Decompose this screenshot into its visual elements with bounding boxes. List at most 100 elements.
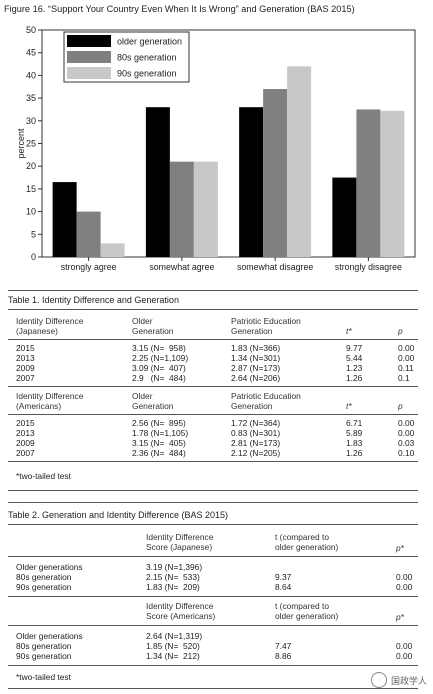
table1-year: 2013 (16, 428, 35, 438)
table1-patriotic: 2.87 (N=173) (231, 363, 280, 373)
wechat-icon (371, 672, 387, 688)
table1-t: 5.44 (346, 353, 362, 363)
table1-t: 1.83 (346, 438, 362, 448)
bar-chart: 05101520253035404550percentstrongly agre… (0, 0, 433, 285)
y-tick-label: 25 (26, 139, 36, 149)
x-tick-label: strongly agree (61, 262, 117, 272)
table2-p: 0.00 (396, 582, 412, 592)
table1-patriotic: 1.34 (N=301) (231, 353, 280, 363)
table2-p-header: p* (396, 543, 404, 553)
table-rule (8, 490, 418, 491)
table2-title: Table 2. Generation and Identity Differe… (8, 510, 228, 520)
bar (287, 66, 311, 257)
table-rule (8, 596, 418, 597)
table2-score: 1.34 (N= 212) (146, 651, 200, 661)
table2-label: Older generations (16, 562, 83, 572)
table1-p: 0.10 (398, 448, 414, 458)
table2-score: 1.85 (N= 520) (146, 641, 200, 651)
table1-patriotic: 2.64 (N=206) (231, 373, 280, 383)
table1-older: 3.15 (N= 405) (132, 438, 186, 448)
table2-col3-header: t (compared to older generation) (275, 601, 338, 621)
table1-col1-header: Identity Difference (Americans) (16, 391, 83, 411)
legend-swatch (67, 35, 111, 47)
table1-p: 0.00 (398, 418, 414, 428)
bar (194, 162, 218, 257)
table2-label: 80s generation (16, 641, 71, 651)
table1-t: 9.77 (346, 343, 362, 353)
x-tick-label: somewhat agree (149, 262, 214, 272)
table-rule (8, 461, 418, 462)
table1-t: 5.89 (346, 428, 362, 438)
table-rule (8, 339, 418, 340)
bar (53, 182, 77, 257)
legend-label: 80s generation (117, 53, 177, 63)
table2-p: 0.00 (396, 651, 412, 661)
table1-year: 2013 (16, 353, 35, 363)
table1-t: 6.71 (346, 418, 362, 428)
y-tick-label: 45 (26, 48, 36, 58)
table1-patriotic: 2.12 (N=205) (231, 448, 280, 458)
table1-t: 1.23 (346, 363, 362, 373)
table2-t: 9.37 (275, 572, 291, 582)
table1-p: 0.1 (398, 373, 410, 383)
table1-year: 2015 (16, 418, 35, 428)
table2-p: 0.00 (396, 641, 412, 651)
table2-col2-header: Identity Difference Score (Americans) (146, 601, 215, 621)
bar (146, 107, 170, 257)
table-rule (8, 290, 418, 291)
table1-year: 2009 (16, 438, 35, 448)
table2-score: 1.83 (N= 209) (146, 582, 200, 592)
x-tick-label: somewhat disagree (237, 262, 313, 272)
table-rule (8, 524, 418, 525)
table1-older: 3.09 (N= 407) (132, 363, 186, 373)
y-axis-label: percent (16, 128, 26, 159)
table2-label: 90s generation (16, 582, 71, 592)
table2-col2-header: Identity Difference Score (Japanese) (146, 532, 213, 552)
bar (239, 107, 263, 257)
bar (332, 178, 356, 257)
table-rule (8, 502, 418, 503)
y-tick-label: 20 (26, 161, 36, 171)
legend-swatch (67, 51, 111, 63)
table1-col2-header: Older Generation (132, 316, 173, 336)
table1-patriotic: 1.83 (N=366) (231, 343, 280, 353)
table-rule (8, 688, 418, 689)
table1-note: *two-tailed test (16, 471, 71, 481)
table2-score: 2.64 (N=1,319) (146, 631, 202, 641)
table1-t: 1.26 (346, 373, 362, 383)
table2-label: Older generations (16, 631, 83, 641)
table1-older: 2.36 (N= 484) (132, 448, 186, 458)
bar (170, 162, 194, 257)
table1-older: 1.78 (N=1,105) (132, 428, 188, 438)
bar (356, 109, 380, 257)
table2-t: 7.47 (275, 641, 291, 651)
table1-t-header: t* (346, 401, 352, 411)
table1-col2-header: Older Generation (132, 391, 173, 411)
bar (77, 212, 101, 257)
y-tick-label: 50 (26, 25, 36, 35)
watermark-text: 国政学人 (391, 674, 427, 687)
table2-label: 80s generation (16, 572, 71, 582)
y-tick-label: 35 (26, 93, 36, 103)
bar (380, 111, 404, 257)
table1-t-header: t* (346, 326, 352, 336)
table1-older: 3.15 (N= 958) (132, 343, 186, 353)
table1-year: 2007 (16, 373, 35, 383)
table1-patriotic: 2.81 (N=173) (231, 438, 280, 448)
table-rule (8, 414, 418, 415)
watermark: 国政学人 (371, 672, 427, 688)
table2-t: 8.86 (275, 651, 291, 661)
table1-p: 0.11 (398, 363, 414, 373)
table2-t: 8.64 (275, 582, 291, 592)
table1-col3-header: Patriotic Education Generation (231, 316, 301, 336)
table-rule (8, 386, 418, 387)
legend-label: older generation (117, 37, 182, 47)
table1-older: 2.25 (N=1,109) (132, 353, 188, 363)
table1-col3-header: Patriotic Education Generation (231, 391, 301, 411)
table-rule (8, 309, 418, 310)
table1-older: 2.9 (N= 484) (132, 373, 186, 383)
table1-p: 0.00 (398, 353, 414, 363)
table1-p: 0.00 (398, 343, 414, 353)
table2-note: *two-tailed test (16, 672, 71, 682)
table-rule (8, 665, 418, 666)
